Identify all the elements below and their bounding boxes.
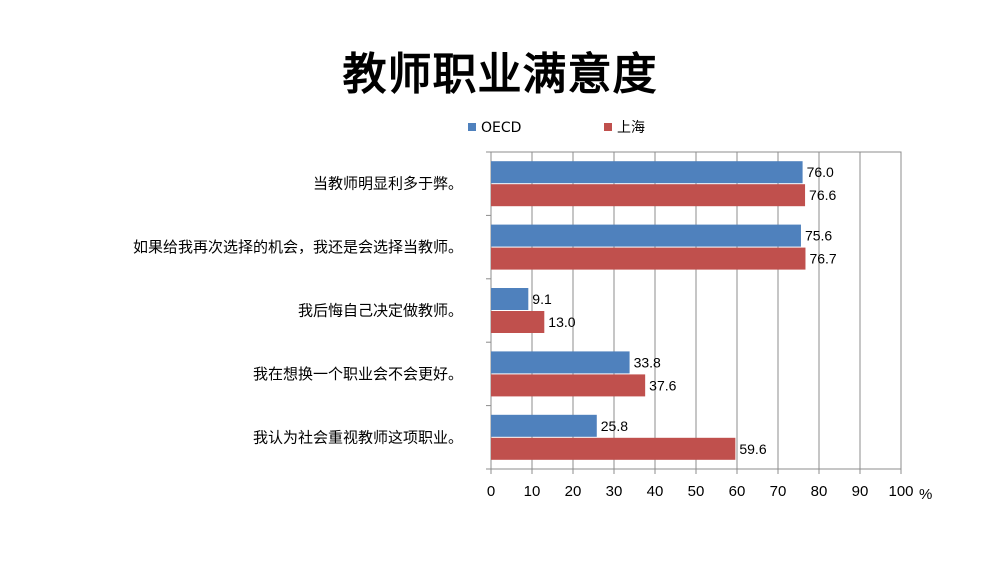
data-label: 13.0 [548, 314, 575, 330]
bar-oecd [491, 161, 803, 184]
data-label: 76.7 [809, 251, 836, 267]
category-label: 我认为社会重视教师这项职业。 [253, 428, 463, 446]
x-tick-label: 10 [524, 483, 541, 500]
bar-shanghai [491, 311, 545, 333]
data-label: 33.8 [634, 354, 661, 370]
legend-label: OECD [481, 120, 521, 136]
data-label: 76.0 [807, 164, 834, 180]
bar-shanghai [491, 247, 806, 270]
x-tick-label: 80 [811, 483, 828, 500]
bar-shanghai [491, 184, 806, 207]
x-tick-label: 30 [606, 483, 623, 500]
legend-label: 上海 [617, 120, 645, 136]
data-label: 76.6 [809, 187, 836, 203]
x-tick-label: 20 [565, 483, 582, 500]
chart-title: 教师职业满意度 [342, 49, 658, 100]
x-tick-label: 40 [647, 483, 664, 500]
category-label: 当教师明显利多于弊。 [313, 175, 463, 193]
legend-swatch [468, 123, 476, 131]
bar-shanghai [491, 374, 646, 397]
data-label: 59.6 [739, 441, 766, 457]
x-tick-label: 100 [888, 483, 913, 500]
x-tick-label: 50 [688, 483, 705, 500]
data-label: 75.6 [805, 228, 832, 244]
x-tick-label: 60 [729, 483, 746, 500]
data-label: 9.1 [532, 291, 552, 307]
x-unit-label: % [919, 486, 932, 503]
legend-swatch [604, 123, 612, 131]
x-tick-label: 0 [487, 483, 495, 500]
x-tick-label: 90 [852, 483, 869, 500]
bar-oecd [491, 288, 529, 310]
bar-shanghai [491, 437, 736, 460]
bar-oecd [491, 224, 801, 247]
data-label: 25.8 [601, 418, 628, 434]
bar-oecd [491, 351, 630, 374]
category-label: 我在想换一个职业会不会更好。 [253, 365, 463, 383]
category-label: 如果给我再次选择的机会，我还是会选择当教师。 [133, 238, 463, 256]
bar-oecd [491, 414, 597, 437]
category-label: 我后悔自己决定做教师。 [298, 302, 463, 320]
data-label: 37.6 [649, 377, 676, 393]
x-tick-label: 70 [770, 483, 787, 500]
